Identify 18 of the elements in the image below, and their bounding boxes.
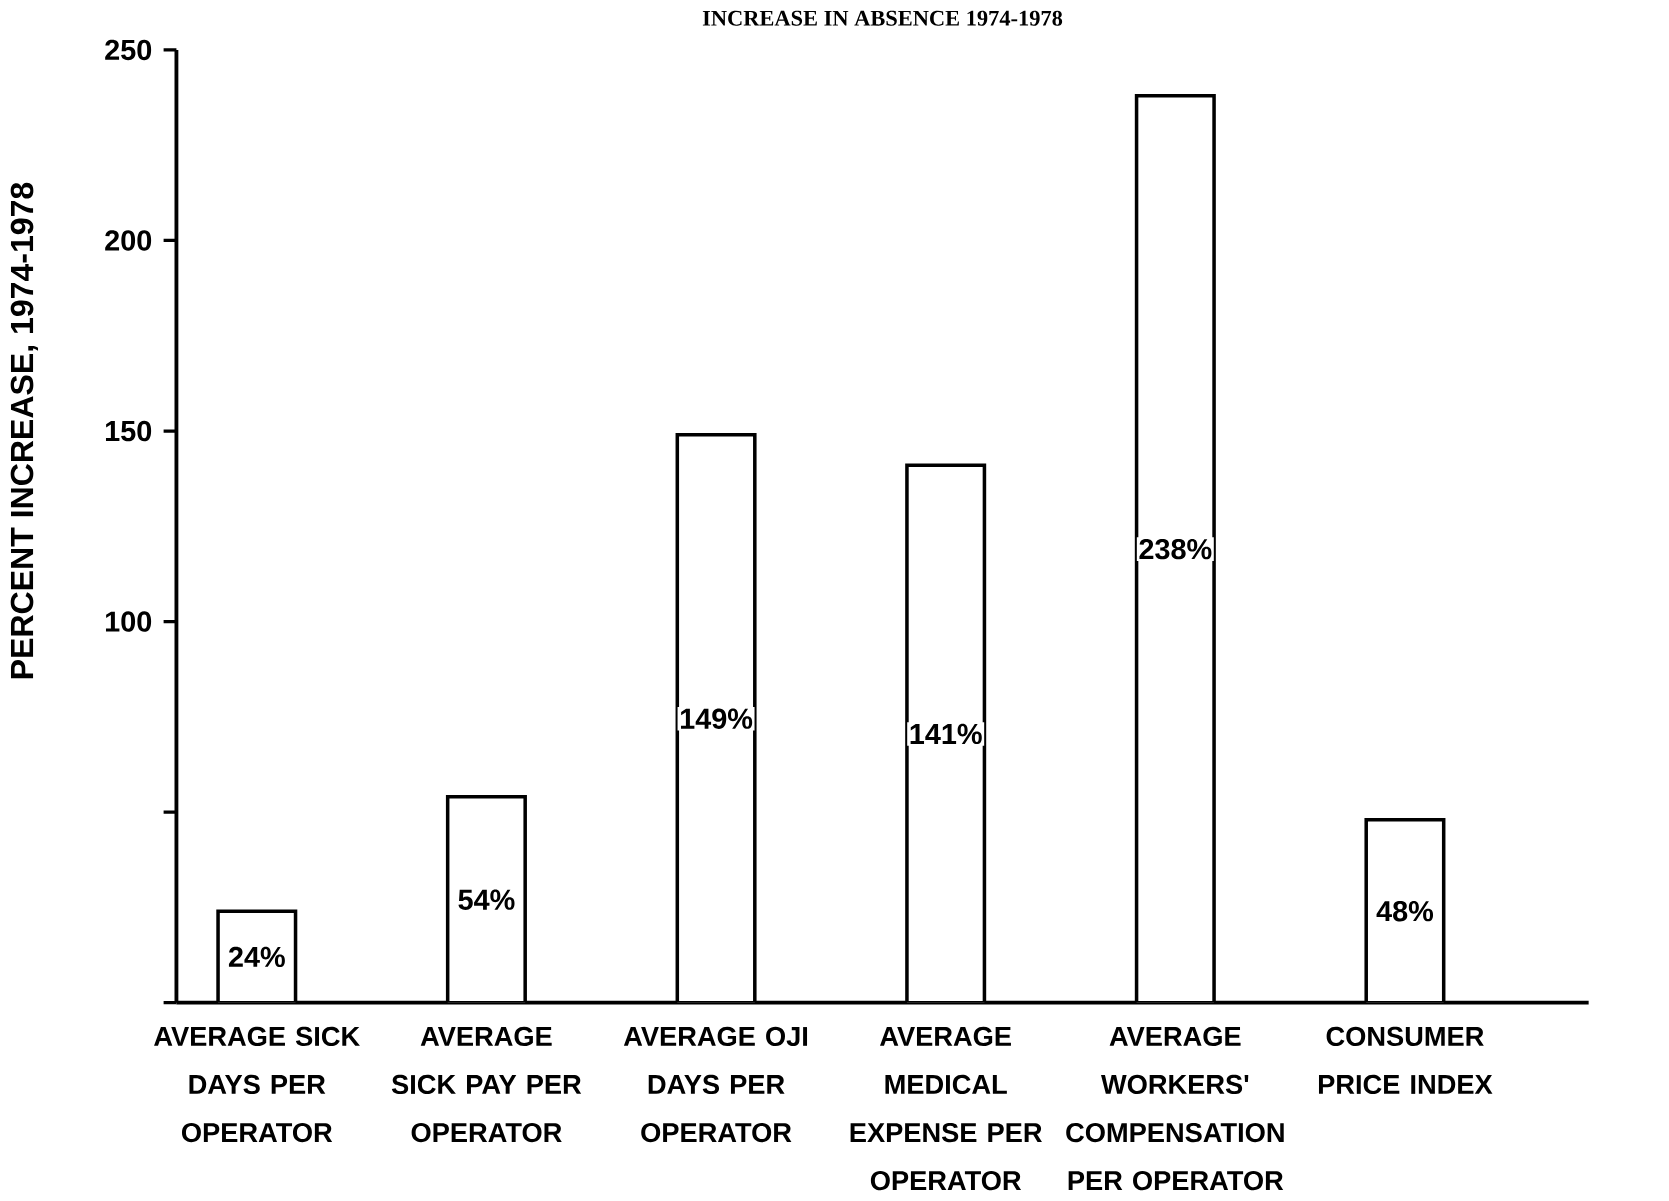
data-label: 48%	[1376, 900, 1434, 922]
y-axis-title: PERCENT INCREASE, 1974-1978	[10, 182, 39, 679]
x-tick-label: CONSUMER PRICE INDEX	[1318, 1026, 1493, 1095]
data-label: 54%	[458, 889, 515, 910]
data-label: 149%	[680, 708, 753, 729]
data-label: 24%	[228, 946, 285, 968]
x-tick-label: AVERAGE SICK DAYS PER OPERATOR	[154, 1026, 360, 1143]
y-tick-label: 100	[105, 611, 152, 632]
x-tick-label: AVERAGE WORKERS' COMPENSATION PER OPERATOR	[1066, 1026, 1284, 1191]
x-tick-label: AVERAGE OJI DAYS PER OPERATOR	[623, 1026, 808, 1143]
data-label: 141%	[910, 723, 982, 745]
y-tick-label: 200	[105, 230, 152, 251]
data-label: 238%	[1139, 538, 1212, 560]
y-tick-label: 150	[105, 420, 152, 442]
chart-title: INCREASE IN ABSENCE 1974-1978	[702, 10, 1063, 26]
y-tick-label: 250	[105, 39, 152, 61]
x-tick-label: AVERAGE SICK PAY PER OPERATOR	[391, 1026, 582, 1143]
x-tick-label: AVERAGE MEDICAL EXPENSE PER OPERATOR	[850, 1026, 1042, 1191]
